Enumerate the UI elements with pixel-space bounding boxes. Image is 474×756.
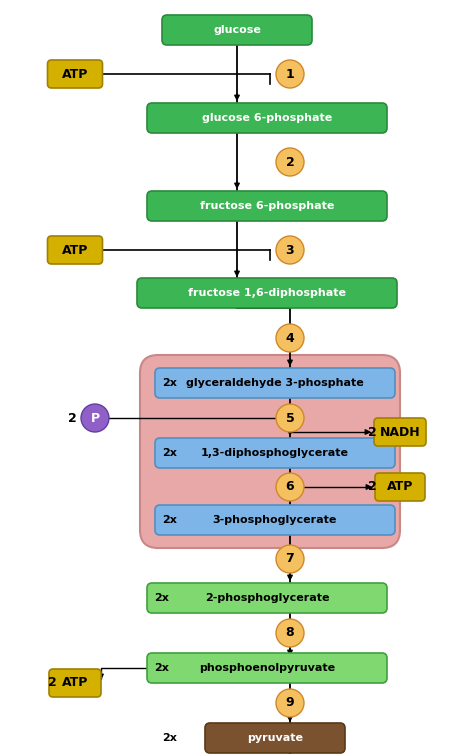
Text: NADH: NADH bbox=[380, 426, 420, 438]
Text: 1: 1 bbox=[286, 67, 294, 80]
FancyBboxPatch shape bbox=[147, 583, 387, 613]
FancyBboxPatch shape bbox=[147, 653, 387, 683]
FancyBboxPatch shape bbox=[155, 368, 395, 398]
FancyBboxPatch shape bbox=[47, 236, 102, 264]
FancyBboxPatch shape bbox=[47, 60, 102, 88]
FancyBboxPatch shape bbox=[205, 723, 345, 753]
Text: 2x: 2x bbox=[163, 515, 177, 525]
Text: 4: 4 bbox=[286, 331, 294, 345]
Circle shape bbox=[276, 60, 304, 88]
Text: 2: 2 bbox=[368, 426, 376, 438]
Text: 3: 3 bbox=[286, 243, 294, 256]
Circle shape bbox=[276, 324, 304, 352]
Text: 6: 6 bbox=[286, 481, 294, 494]
Text: glyceraldehyde 3-phosphate: glyceraldehyde 3-phosphate bbox=[186, 378, 364, 388]
FancyBboxPatch shape bbox=[49, 669, 101, 697]
FancyBboxPatch shape bbox=[374, 418, 426, 446]
Text: 5: 5 bbox=[286, 411, 294, 425]
FancyBboxPatch shape bbox=[147, 191, 387, 221]
Circle shape bbox=[276, 236, 304, 264]
Text: 3-phosphoglycerate: 3-phosphoglycerate bbox=[213, 515, 337, 525]
Text: 2: 2 bbox=[286, 156, 294, 169]
Circle shape bbox=[276, 473, 304, 501]
FancyBboxPatch shape bbox=[375, 473, 425, 501]
Text: 2x: 2x bbox=[163, 378, 177, 388]
Text: 2x: 2x bbox=[155, 593, 169, 603]
FancyBboxPatch shape bbox=[155, 505, 395, 535]
Text: P: P bbox=[91, 411, 100, 425]
Text: glucose: glucose bbox=[213, 25, 261, 35]
FancyBboxPatch shape bbox=[137, 278, 397, 308]
Text: 2-phosphoglycerate: 2-phosphoglycerate bbox=[205, 593, 329, 603]
Circle shape bbox=[276, 148, 304, 176]
Circle shape bbox=[81, 404, 109, 432]
Text: ATP: ATP bbox=[62, 243, 88, 256]
Text: 2x: 2x bbox=[163, 733, 177, 743]
Text: fructose 1,6-diphosphate: fructose 1,6-diphosphate bbox=[188, 288, 346, 298]
FancyBboxPatch shape bbox=[155, 438, 395, 468]
Text: 2: 2 bbox=[368, 481, 376, 494]
Text: 7: 7 bbox=[286, 553, 294, 565]
FancyBboxPatch shape bbox=[147, 103, 387, 133]
Text: phosphoenolpyruvate: phosphoenolpyruvate bbox=[199, 663, 335, 673]
Text: 2: 2 bbox=[47, 677, 56, 689]
Circle shape bbox=[276, 619, 304, 647]
Text: pyruvate: pyruvate bbox=[247, 733, 303, 743]
Text: ATP: ATP bbox=[62, 677, 88, 689]
Text: fructose 6-phosphate: fructose 6-phosphate bbox=[200, 201, 334, 211]
FancyBboxPatch shape bbox=[162, 15, 312, 45]
Circle shape bbox=[276, 404, 304, 432]
Text: 2x: 2x bbox=[155, 663, 169, 673]
Text: 9: 9 bbox=[286, 696, 294, 709]
Text: glucose 6-phosphate: glucose 6-phosphate bbox=[202, 113, 332, 123]
Text: 8: 8 bbox=[286, 627, 294, 640]
Text: ATP: ATP bbox=[387, 481, 413, 494]
Circle shape bbox=[276, 545, 304, 573]
FancyBboxPatch shape bbox=[140, 355, 400, 548]
Text: 2x: 2x bbox=[163, 448, 177, 458]
Text: ATP: ATP bbox=[62, 67, 88, 80]
Text: 1,3-diphosphoglycerate: 1,3-diphosphoglycerate bbox=[201, 448, 349, 458]
Circle shape bbox=[276, 689, 304, 717]
Text: 2: 2 bbox=[68, 411, 76, 425]
